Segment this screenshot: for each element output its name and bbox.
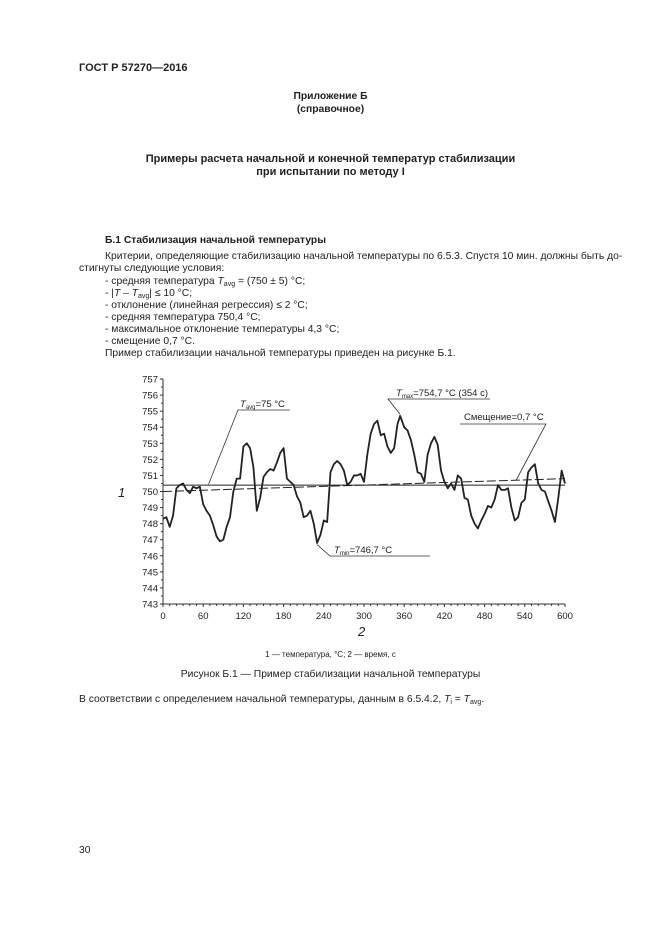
- conclusion-text: В соответствии с определением начальной …: [79, 694, 485, 706]
- y-tick-label: 751: [142, 471, 158, 482]
- criteria-item: - |T – Tavg| ≤ 10 °С;: [105, 288, 193, 300]
- y-tick-label: 752: [142, 455, 158, 466]
- x-axis-label: 2: [357, 624, 366, 639]
- temperature-chart: 743 744 745 746 747 748 749 750 751 752 753 754 755 7…: [118, 375, 573, 640]
- x-tick-label: 600: [557, 611, 573, 622]
- standard-header: ГОСТ Р 57270—2016: [79, 62, 188, 74]
- x-tick-label: 540: [517, 611, 533, 622]
- annotation-max: Tmax=754,7 °C (354 с): [396, 388, 488, 400]
- x-tick-label: 240: [316, 611, 332, 622]
- max-leader-line: [387, 398, 490, 415]
- y-tick-label: 756: [142, 391, 158, 402]
- intro-line-2: стигнуты следующие условия:: [79, 263, 225, 274]
- temperature-series: [162, 415, 566, 544]
- criteria-item: - смещение 0,7 °С.: [105, 336, 195, 347]
- criteria-item: - отклонение (линейная регрессия) ≤ 2 °С…: [105, 300, 308, 311]
- figure-reference: Пример стабилизации начальной температур…: [105, 348, 456, 359]
- annotation-offset: Смещение=0,7 °C: [464, 412, 544, 423]
- annotation-avg: Tavg=75 °C: [240, 399, 285, 411]
- criteria-item: - средняя температура Tavg = (750 ± 5) °…: [105, 276, 306, 288]
- figure-legend: 1 — температура, °С; 2 — время, с: [265, 650, 396, 659]
- x-tick-label: 120: [235, 611, 251, 622]
- criteria-item: - максимальное отклонение температуры 4,…: [105, 324, 340, 335]
- x-tick-label: 0: [160, 611, 165, 622]
- x-tick-label: 300: [356, 611, 372, 622]
- y-tick-label: 747: [142, 535, 158, 546]
- heading-line-2: при испытании по методу I: [256, 166, 405, 178]
- avg-leader-line: [208, 409, 290, 485]
- y-tick-label: 753: [142, 439, 158, 450]
- y-tick-label: 754: [142, 423, 158, 434]
- y-tick-label: 743: [142, 600, 158, 611]
- y-tick-label: 748: [142, 519, 158, 530]
- y-tick-label: 745: [142, 567, 158, 578]
- x-tick-label: 60: [198, 611, 209, 622]
- y-tick-label: 749: [142, 503, 158, 514]
- page-number: 30: [79, 845, 91, 856]
- y-tick-label: 750: [142, 487, 158, 498]
- figure-caption: Рисунок Б.1 — Пример стабилизации началь…: [180, 669, 481, 680]
- regression-line: [162, 478, 566, 492]
- appendix-subtitle: (справочное): [296, 104, 365, 115]
- min-leader-line: [316, 544, 430, 557]
- x-tick-label: 180: [276, 611, 292, 622]
- intro-line-1: Критерии, определяющие стабилизацию нача…: [105, 251, 623, 262]
- appendix-title: Приложение Б: [293, 91, 368, 102]
- offset-leader-line: [460, 423, 547, 481]
- y-tick-label: 744: [142, 583, 158, 594]
- heading-line-1: Примеры расчета начальной и конечной тем…: [145, 153, 516, 165]
- x-tick-label: 360: [396, 611, 412, 622]
- annotation-min: Tmin=746,7 °C: [334, 545, 392, 557]
- y-tick-label: 757: [142, 375, 158, 386]
- y-tick-label: 755: [142, 407, 158, 418]
- x-tick-label: 420: [436, 611, 452, 622]
- section-title: Б.1 Стабилизация начальной температуры: [105, 235, 327, 246]
- y-tick-label: 746: [142, 551, 158, 562]
- x-tick-label: 480: [477, 611, 493, 622]
- criteria-item: - средняя температура 750,4 °С;: [105, 312, 261, 323]
- y-axis-label: 1: [118, 485, 125, 500]
